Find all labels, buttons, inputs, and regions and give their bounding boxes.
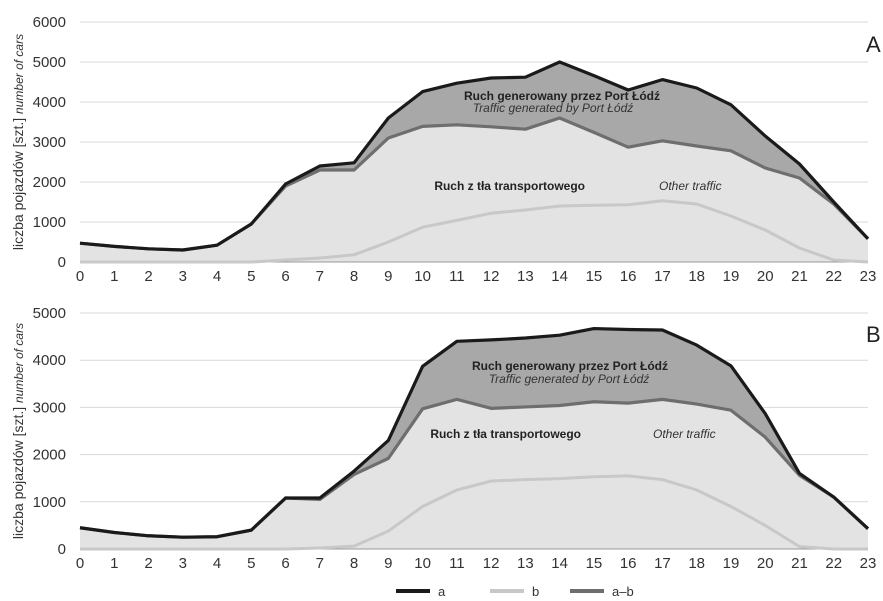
x-tick-label: 13: [517, 555, 534, 572]
x-tick-label: 17: [654, 555, 671, 572]
x-tick-label: 2: [144, 555, 152, 572]
x-tick-label: 1: [110, 555, 118, 572]
x-tick-label: 4: [213, 555, 221, 572]
annotation-other-subtitle: Other traffic: [653, 427, 716, 441]
x-tick-label: 1: [110, 268, 118, 285]
area-port-traffic: [80, 62, 868, 250]
y-tick-label: 3000: [33, 399, 66, 416]
x-tick-label: 13: [517, 268, 534, 285]
x-tick-label: 20: [757, 268, 774, 285]
x-tick-label: 5: [247, 555, 255, 572]
x-tick-label: 16: [620, 268, 637, 285]
x-tick-label: 15: [586, 268, 603, 285]
x-tick-label: 22: [825, 555, 842, 572]
x-tick-label: 18: [688, 555, 705, 572]
y-axis-label: liczba pojazdów [szt.] number of cars: [10, 323, 26, 539]
annotation-port-title: Ruch generowany przez Port Łódź: [472, 359, 668, 373]
series-line-a: [79, 60, 870, 252]
x-tick-label: 7: [316, 268, 324, 285]
x-tick-label: 6: [281, 268, 289, 285]
y-tick-label: 1000: [33, 214, 66, 231]
x-tick-label: 0: [76, 555, 84, 572]
x-tick-label: 15: [586, 555, 603, 572]
legend-item: a: [396, 584, 446, 599]
legend-item: a–b: [570, 584, 634, 599]
area-other-traffic: [80, 399, 868, 549]
x-tick-label: 12: [483, 268, 500, 285]
y-tick-label: 5000: [33, 305, 66, 322]
legend-label: a–b: [612, 584, 634, 599]
panel-label: B: [866, 322, 881, 347]
annotation-port-subtitle: Traffic generated by Port Łódź: [489, 372, 650, 386]
legend-label: a: [438, 584, 446, 599]
y-axis-label: liczba pojazdów [szt.] number of cars: [10, 34, 26, 250]
x-tick-label: 5: [247, 268, 255, 285]
x-tick-label: 21: [791, 268, 808, 285]
x-tick-label: 8: [350, 555, 358, 572]
legend: a b a–b: [396, 584, 634, 599]
x-tick-label: 18: [688, 268, 705, 285]
annotation-other-title: Ruch z tła transportowego: [430, 427, 581, 441]
area-port-traffic: [80, 328, 868, 538]
x-tick-label: 9: [384, 268, 392, 285]
x-tick-label: 22: [825, 268, 842, 285]
x-tick-label: 3: [179, 268, 187, 285]
x-tick-label: 2: [144, 268, 152, 285]
y-axis-label-pl: liczba pojazdów [szt.]: [10, 114, 26, 250]
x-tick-label: 20: [757, 555, 774, 572]
annotation-port-subtitle: Traffic generated by Port Łódź: [473, 101, 634, 115]
y-tick-label: 4000: [33, 94, 66, 111]
x-tick-label: 14: [551, 555, 568, 572]
series-line-b: [80, 474, 868, 551]
series-line-a: [79, 326, 870, 539]
x-tick-label: 7: [316, 555, 324, 572]
x-tick-label: 21: [791, 555, 808, 572]
x-tick-label: 6: [281, 555, 289, 572]
series-line-b: [80, 199, 869, 264]
legend-label: b: [532, 584, 539, 599]
y-axis-label-pl: liczba pojazdów [szt.]: [10, 403, 26, 539]
y-tick-label: 2000: [33, 174, 66, 191]
x-tick-label: 3: [179, 555, 187, 572]
y-tick-label: 1000: [33, 494, 66, 511]
x-tick-label: 9: [384, 555, 392, 572]
x-tick-label: 16: [620, 555, 637, 572]
x-tick-label: 0: [76, 268, 84, 285]
x-tick-label: 10: [414, 268, 431, 285]
annotation-port-title: Ruch generowany przez Port Łódź: [464, 89, 660, 103]
y-axis-label-en: number of cars: [12, 323, 26, 403]
y-tick-label: 5000: [33, 54, 66, 71]
legend-item: b: [490, 584, 539, 599]
x-tick-label: 11: [449, 555, 465, 572]
y-tick-label: 2000: [33, 447, 66, 464]
x-tick-label: 12: [483, 555, 500, 572]
x-tick-label: 23: [860, 555, 877, 572]
y-tick-label: 0: [58, 541, 66, 558]
y-tick-label: 0: [58, 254, 66, 271]
y-axis-label-en: number of cars: [12, 34, 26, 114]
y-tick-label: 3000: [33, 134, 66, 151]
x-tick-label: 23: [860, 268, 877, 285]
area-other-traffic: [80, 118, 868, 262]
x-tick-label: 4: [213, 268, 221, 285]
x-tick-label: 11: [449, 268, 465, 285]
x-tick-label: 8: [350, 268, 358, 285]
x-tick-label: 19: [723, 555, 740, 572]
annotation-other-subtitle: Other traffic: [659, 179, 722, 193]
x-tick-label: 19: [723, 268, 740, 285]
x-tick-label: 10: [414, 555, 431, 572]
y-tick-label: 6000: [33, 14, 66, 31]
annotation-other-title: Ruch z tła transportowego: [434, 179, 585, 193]
y-tick-label: 4000: [33, 352, 66, 369]
x-tick-label: 17: [654, 268, 671, 285]
x-tick-label: 14: [551, 268, 568, 285]
panel-label: A: [866, 32, 881, 57]
